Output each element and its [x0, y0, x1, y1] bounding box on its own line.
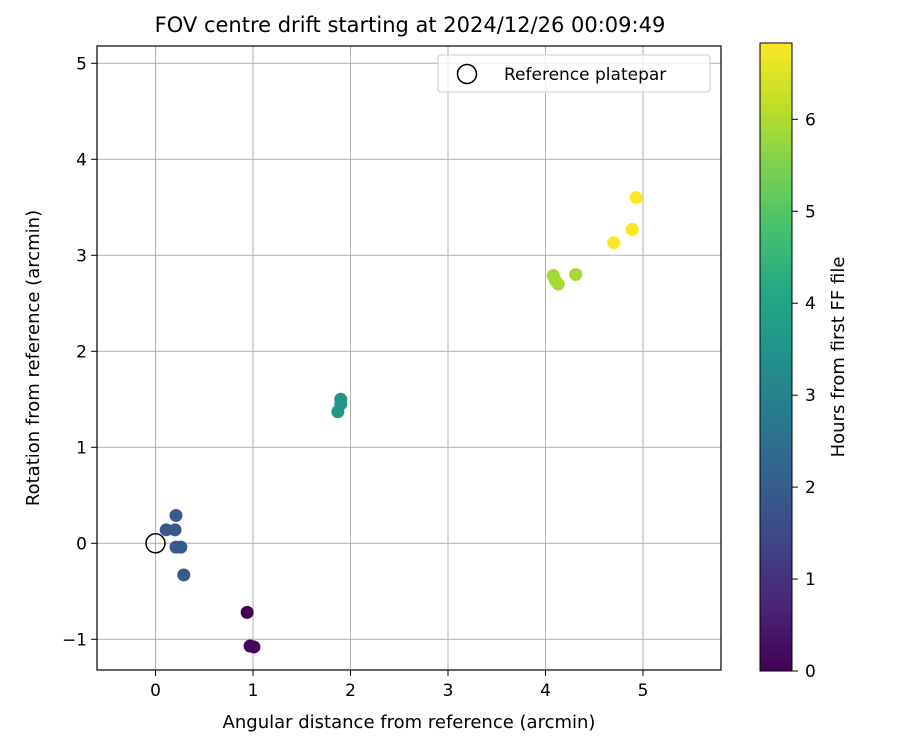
colorbar-tick-label: 2 [805, 478, 816, 498]
data-point [174, 540, 188, 554]
colorbar: 0 1 2 3 4 5 6 Hours from first FF file [759, 42, 849, 682]
data-points [159, 191, 643, 654]
colorbar-tick-label: 3 [805, 386, 816, 406]
legend-entry-reference: Reference platepar [504, 65, 666, 85]
legend-box [437, 54, 711, 93]
x-axis-ticks: 0 1 2 3 4 5 [150, 670, 648, 701]
data-point [569, 267, 583, 281]
data-point [240, 605, 254, 619]
data-point [169, 508, 183, 522]
colorbar-ticks: 0 1 2 3 4 5 6 [792, 110, 816, 682]
colorbar-gradient [759, 42, 793, 672]
colorbar-tick-label: 1 [805, 570, 816, 590]
x-tick-label: 2 [345, 681, 356, 701]
y-tick-label: 3 [76, 246, 87, 266]
data-point [629, 191, 643, 205]
y-tick-label: 2 [76, 342, 87, 362]
colorbar-tick-label: 6 [805, 110, 816, 130]
y-axis-ticks: −1 0 1 2 3 4 5 [62, 54, 97, 650]
x-tick-label: 4 [540, 681, 551, 701]
data-point [331, 405, 345, 419]
chart-title: FOV centre drift starting at 2024/12/26 … [155, 13, 666, 37]
plot-frame [96, 45, 722, 671]
y-tick-label: 5 [76, 54, 87, 74]
y-axis-label: Rotation from reference (arcmin) [23, 210, 44, 506]
x-axis-label: Angular distance from reference (arcmin) [223, 712, 596, 733]
x-tick-label: 5 [638, 681, 649, 701]
colorbar-tick-label: 0 [805, 662, 816, 682]
y-tick-label: 1 [76, 438, 87, 458]
data-point [177, 568, 191, 582]
colorbar-tick-label: 4 [805, 294, 816, 314]
data-point [168, 523, 182, 537]
y-tick-label: 0 [76, 534, 87, 554]
x-tick-label: 0 [150, 681, 161, 701]
grid-lines [97, 46, 721, 670]
data-point [625, 222, 639, 236]
x-tick-label: 1 [248, 681, 259, 701]
colorbar-label: Hours from first FF file [828, 257, 849, 458]
legend-marker [456, 63, 478, 85]
y-tick-label: 4 [76, 150, 87, 170]
x-tick-label: 3 [443, 681, 454, 701]
legend: Reference platepar [437, 54, 711, 93]
colorbar-tick-label: 5 [805, 202, 816, 222]
data-point [551, 277, 565, 291]
data-point [607, 236, 621, 250]
y-tick-label: −1 [62, 630, 87, 650]
reference-platepar-marker [145, 533, 166, 554]
data-point [247, 640, 261, 654]
